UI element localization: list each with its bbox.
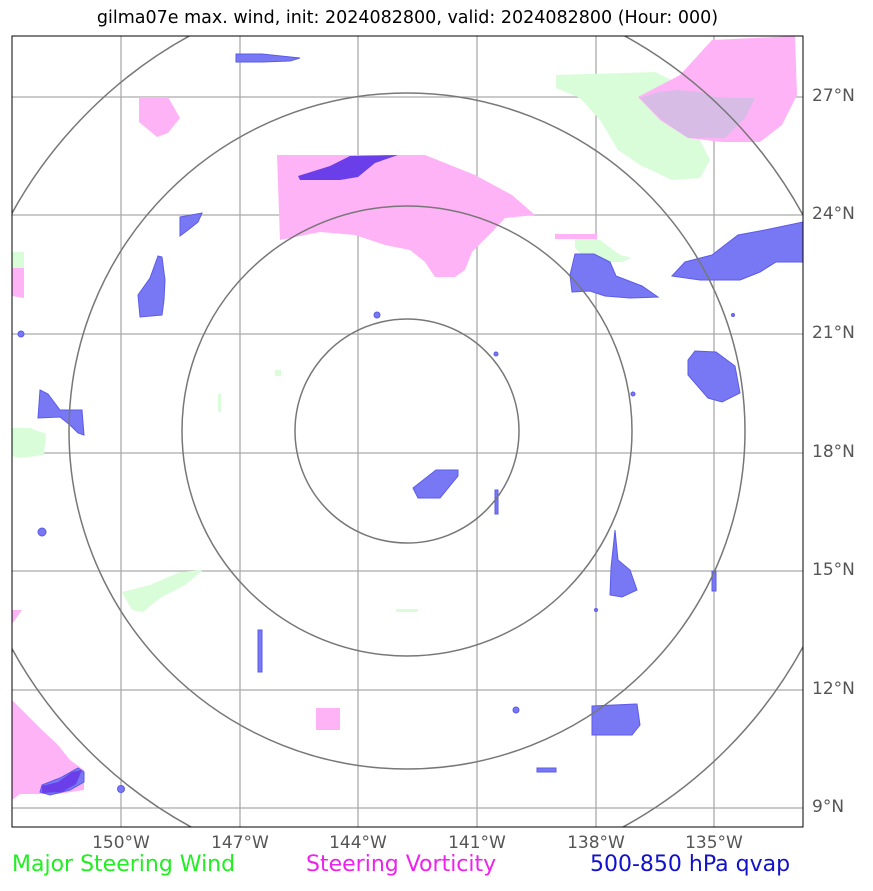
wind-area: [275, 370, 281, 376]
strong-overlap-areas: [42, 155, 398, 793]
qvap-area: [493, 351, 499, 357]
steering-wind-areas: [12, 72, 710, 612]
wind-area: [12, 428, 46, 458]
wind-area: [218, 394, 221, 412]
qvap-area: [591, 703, 641, 736]
qvap-area: [512, 706, 520, 714]
legend-major-steering-wind: Major Steering Wind: [12, 852, 236, 877]
qvap-areas: [17, 53, 803, 796]
lat-tick-label: 27°N: [812, 86, 855, 106]
vorticity-area: [316, 708, 340, 730]
lat-tick-label: 18°N: [812, 442, 855, 462]
grid-lines: [12, 36, 803, 827]
qvap-area: [17, 330, 25, 338]
wind-area: [12, 252, 24, 272]
lon-tick-label: 150°W: [92, 833, 150, 853]
lon-tick-label: 135°W: [685, 833, 743, 853]
lon-tick-label: 144°W: [329, 833, 387, 853]
lat-tick-label: 15°N: [812, 560, 855, 580]
range-ring-1: [294, 318, 520, 544]
qvap-area: [494, 489, 499, 515]
qvap-area: [731, 313, 735, 317]
map-title: gilma07e max. wind, init: 2024082800, va…: [96, 8, 719, 28]
qvap-area: [630, 391, 636, 397]
qvap-area: [687, 350, 741, 403]
lat-tick-label: 12°N: [812, 679, 855, 699]
qvap-area: [137, 255, 166, 318]
range-ring-2: [181, 205, 633, 657]
qvap-area: [609, 529, 638, 598]
lon-tick-label: 141°W: [448, 833, 506, 853]
vorticity-area: [12, 610, 22, 624]
qvap-area: [594, 608, 598, 612]
qvap-area: [179, 212, 203, 237]
lat-tick-label: 9°N: [812, 797, 845, 817]
overlap-area: [640, 90, 755, 138]
overlap-area: [298, 155, 398, 180]
qvap-overlap-areas: [640, 90, 755, 138]
legend-steering-vorticity: Steering Vorticity: [306, 852, 497, 877]
lat-tick-label: 24°N: [812, 204, 855, 224]
lon-tick-label: 138°W: [567, 833, 625, 853]
range-ring-3: [68, 92, 746, 770]
wind-area: [396, 609, 418, 612]
qvap-area: [536, 767, 557, 773]
qvap-area: [235, 53, 301, 63]
wind-area: [122, 570, 203, 612]
lon-tick-label: 147°W: [211, 833, 269, 853]
plot-frame: [11, 35, 804, 828]
qvap-area: [670, 221, 803, 281]
overlap-area: [42, 770, 82, 793]
vorticity-area: [139, 97, 180, 137]
qvap-area: [373, 311, 381, 319]
qvap-area: [37, 527, 47, 537]
vorticity-area: [555, 234, 597, 239]
qvap-area: [257, 629, 263, 673]
legend-qvap: 500-850 hPa qvap: [590, 852, 791, 877]
lat-tick-label: 21°N: [812, 323, 855, 343]
qvap-area: [37, 389, 85, 436]
vorticity-area: [12, 268, 24, 298]
vorticity-area: [277, 155, 535, 277]
qvap-area: [117, 785, 125, 793]
qvap-area: [569, 253, 660, 299]
qvap-area: [412, 469, 459, 499]
range-rings: [12, 36, 803, 827]
